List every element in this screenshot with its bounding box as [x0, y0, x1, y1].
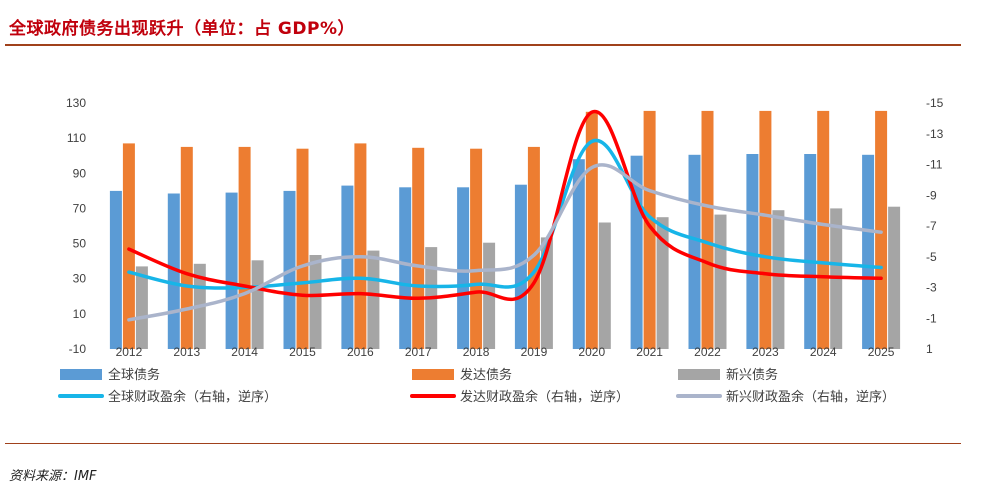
bar-emerging-debt: [656, 217, 669, 349]
legend-label: 全球财政盈余（右轴，逆序）: [108, 389, 277, 404]
right-axis-tick: -15: [926, 96, 944, 110]
left-axis-tick: -10: [69, 342, 87, 356]
debt-bars: [109, 110, 901, 350]
left-axis-tick: 130: [66, 96, 86, 110]
left-axis-tick: 50: [73, 237, 87, 251]
legend-label: 新兴财政盈余（右轴，逆序）: [726, 389, 895, 404]
bar-developed-debt: [470, 148, 483, 349]
bar-global-debt: [341, 185, 354, 349]
bar-emerging-debt: [888, 206, 901, 349]
legend-label: 发达财政盈余（右轴，逆序）: [460, 389, 629, 404]
legend-label: 新兴债务: [726, 367, 778, 382]
bar-emerging-debt: [598, 222, 611, 349]
x-axis-tick: 2012: [116, 345, 143, 359]
x-axis-tick: 2023: [752, 345, 779, 359]
left-axis-tick: 10: [73, 307, 87, 321]
page-title: 全球政府债务出现跃升（单位：占 GDP%）: [9, 19, 355, 39]
left-axis-tick: 70: [73, 201, 87, 215]
bar-developed-debt: [585, 111, 598, 349]
bar-developed-debt: [238, 146, 251, 349]
x-axis-tick: 2016: [347, 345, 374, 359]
left-axis-tick: 90: [73, 166, 87, 180]
x-axis-tick: 2019: [521, 345, 548, 359]
bar-developed-debt: [643, 110, 656, 350]
bar-global-debt: [746, 154, 759, 349]
right-axis-tick: -13: [926, 127, 944, 141]
bar-emerging-debt: [772, 210, 785, 349]
source-note: 资料来源：IMF: [9, 469, 97, 484]
x-axis-tick: 2013: [173, 345, 200, 359]
bar-emerging-debt: [540, 237, 553, 349]
x-axis-tick: 2024: [810, 345, 837, 359]
left-axis-tick-labels: 130 110 90 70 50 30 10 -10: [66, 96, 86, 356]
bar-global-debt: [688, 154, 701, 349]
legend-swatch-emerging-debt: [678, 369, 720, 380]
bar-emerging-debt: [714, 214, 727, 349]
left-axis-tick: 30: [73, 272, 87, 286]
right-axis-tick: -7: [926, 219, 937, 233]
x-axis-tick: 2020: [578, 345, 605, 359]
bar-developed-debt: [122, 143, 135, 349]
right-axis-tick: -5: [926, 250, 937, 264]
title-divider: [5, 44, 961, 46]
bar-global-debt: [457, 187, 470, 349]
bar-global-debt: [225, 192, 238, 349]
right-axis-tick-labels: -15-13-11-9-7-5-3-11: [926, 96, 944, 356]
bar-developed-debt: [296, 148, 309, 349]
bar-developed-debt: [817, 110, 830, 350]
right-axis-tick: -9: [926, 188, 937, 202]
x-axis-tick: 2018: [463, 345, 490, 359]
left-axis-tick: 110: [67, 131, 86, 145]
x-axis-tick-labels: 2012 2013 2014 2015 2016 2017 2018 2019 2020 2021…: [116, 345, 895, 359]
bar-emerging-debt: [135, 266, 148, 349]
bar-developed-debt: [701, 110, 714, 350]
bar-emerging-debt: [251, 260, 264, 349]
bar-global-debt: [572, 159, 585, 349]
x-axis-tick: 2021: [636, 345, 663, 359]
footer-divider: [5, 443, 961, 444]
x-axis-tick: 2014: [231, 345, 258, 359]
bar-developed-debt: [527, 146, 540, 349]
bar-developed-debt: [354, 143, 367, 349]
bar-global-debt: [514, 184, 527, 349]
x-axis-tick: 2022: [694, 345, 721, 359]
line-developed-balance: [127, 109, 883, 302]
right-axis-tick: -3: [926, 281, 937, 295]
bar-emerging-debt: [309, 255, 322, 349]
right-axis-tick: -1: [926, 311, 937, 325]
bar-developed-debt: [180, 146, 193, 349]
bar-developed-debt: [412, 147, 425, 349]
legend-swatch-global-debt: [60, 369, 102, 380]
x-axis-tick: 2015: [289, 345, 316, 359]
bar-developed-debt: [875, 110, 888, 350]
bar-global-debt: [804, 154, 817, 349]
balance-lines: [127, 109, 883, 322]
x-axis-tick: 2017: [405, 345, 432, 359]
legend-swatch-developed-debt: [412, 369, 454, 380]
x-axis-tick: 2025: [868, 345, 895, 359]
bar-global-debt: [399, 187, 412, 349]
right-axis-tick: 1: [926, 342, 933, 356]
bar-global-debt: [862, 154, 875, 349]
line-emerging-balance: [127, 163, 883, 322]
right-axis-tick: -11: [926, 158, 943, 172]
bar-global-debt: [109, 190, 122, 349]
bar-emerging-debt: [367, 250, 380, 349]
bar-developed-debt: [759, 110, 772, 350]
legend-label: 全球债务: [108, 367, 160, 382]
legend-label: 发达债务: [460, 367, 512, 382]
